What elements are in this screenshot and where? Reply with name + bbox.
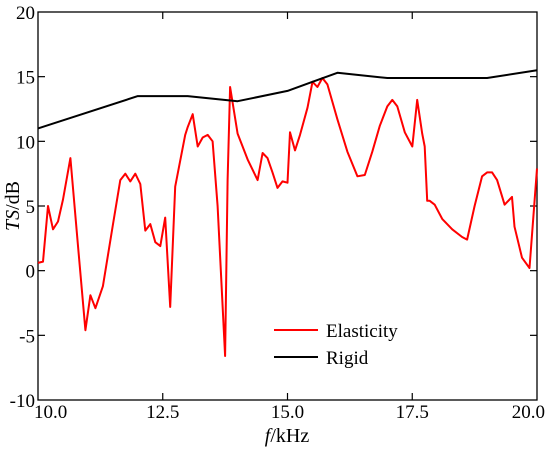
y-tick-label: 5 [26,197,36,218]
x-tick-label: 12.5 [146,402,179,423]
y-tick-label: -10 [10,391,35,412]
legend-label-elasticity: Elasticity [326,321,398,342]
y-tick-label: 10 [16,132,35,153]
series-line-elasticity [37,77,538,357]
y-tick-label: 0 [26,262,36,283]
x-axis-title: f/kHz [265,425,310,447]
ticks-layer: -10 -5 0 5 10 15 20 10.0 12.5 15.0 17.5 20.0 [10,3,545,423]
series-layer [37,69,538,357]
x-tick-label: 20.0 [512,402,545,423]
y-axis-title-unit: /dB [2,181,24,210]
legend-label-rigid: Rigid [326,348,369,369]
y-tick-label: 20 [16,3,35,24]
y-axis-title-variable: TS [2,210,24,231]
plot-frame [37,11,538,401]
x-tick-label: 10.0 [34,402,67,423]
x-axis-title-variable: f [265,425,273,447]
legend: Elasticity Rigid [274,321,398,369]
y-axis-title: TS/dB [2,181,24,231]
x-tick-label: 17.5 [396,402,429,423]
y-tick-label: -5 [19,326,35,347]
x-tick-label: 15.0 [271,402,304,423]
x-axis-title-unit: /kHz [270,425,309,447]
y-tick-label: 15 [16,68,35,89]
series-line-rigid [37,69,538,130]
